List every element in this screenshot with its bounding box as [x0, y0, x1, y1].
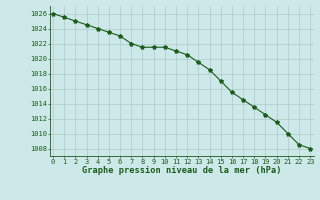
X-axis label: Graphe pression niveau de la mer (hPa): Graphe pression niveau de la mer (hPa) [82, 166, 281, 175]
